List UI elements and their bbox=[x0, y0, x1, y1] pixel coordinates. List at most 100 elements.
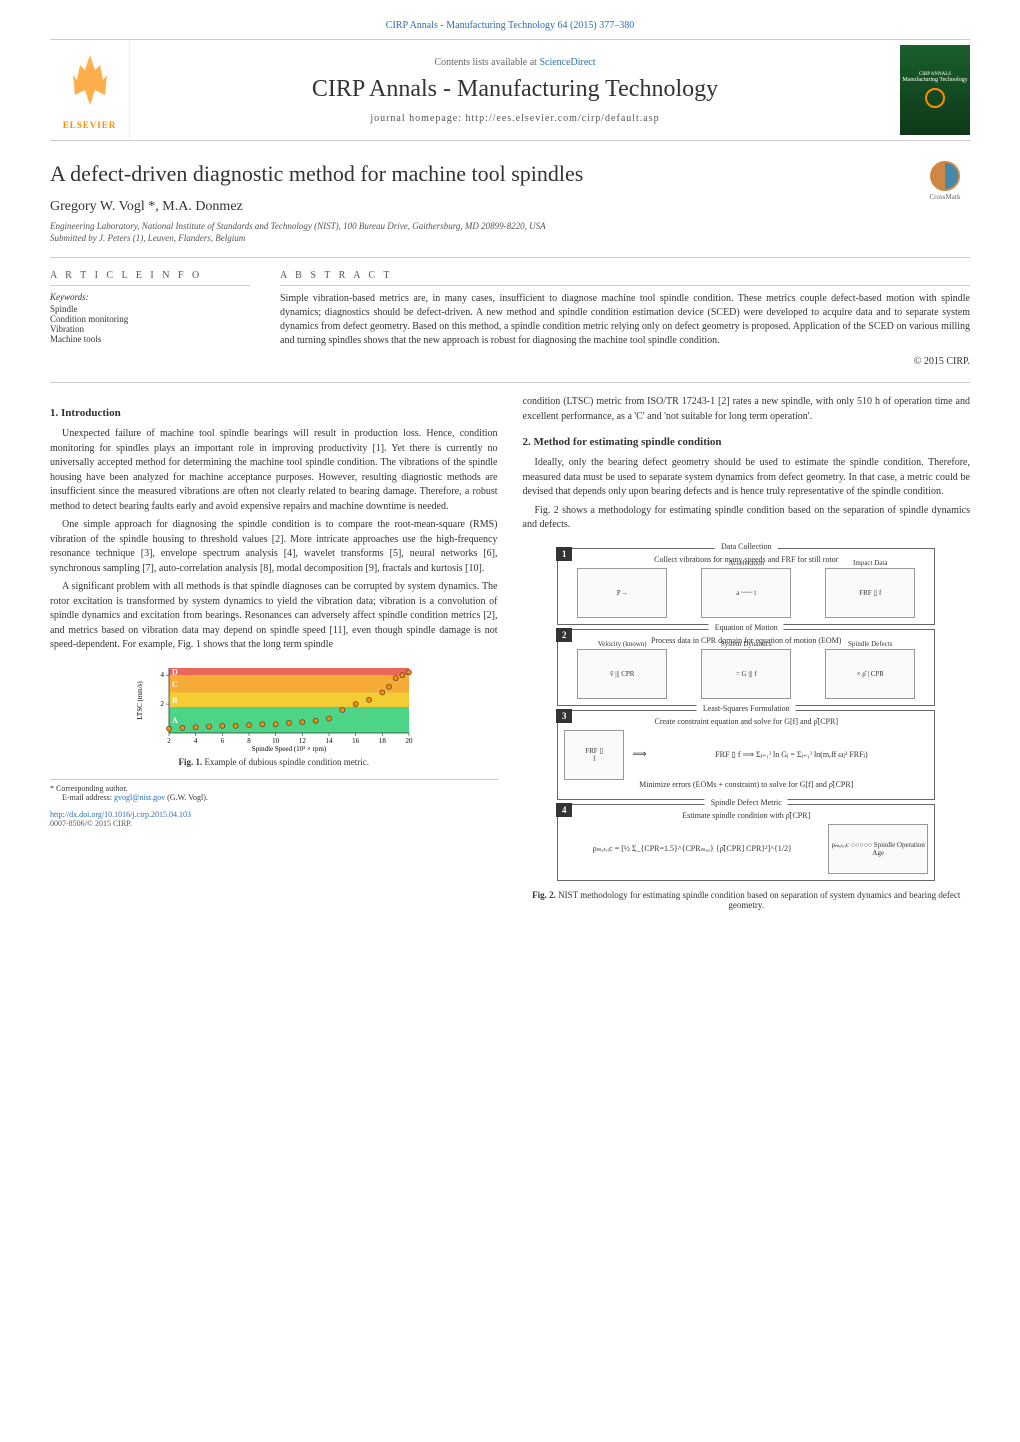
arrow-icon: ⟹ bbox=[632, 749, 646, 760]
svg-text:14: 14 bbox=[325, 737, 333, 745]
author-email-link[interactable]: gvogl@nist.gov bbox=[114, 793, 165, 802]
fig2-mini-chart: FRF ▯f bbox=[564, 730, 624, 780]
elsevier-tree-icon bbox=[65, 50, 115, 120]
fig2-mini-chart: Velocity (known)v̂ ||| CPR bbox=[577, 649, 667, 699]
fig2-section-text: Estimate spindle condition with ρ̂[CPR] bbox=[564, 811, 928, 820]
svg-text:4: 4 bbox=[194, 737, 198, 745]
fig2-mini-content: a ~~~ t bbox=[736, 589, 756, 597]
divider bbox=[50, 382, 970, 383]
keywords-label: Keywords: bbox=[50, 292, 250, 302]
abstract-heading: A B S T R A C T bbox=[280, 270, 970, 286]
body-paragraph: A significant problem with all methods i… bbox=[50, 580, 498, 653]
issn-line: 0007-8506/© 2015 CIRP. bbox=[50, 819, 498, 828]
fig2-section: 4Spindle Defect MetricEstimate spindle c… bbox=[557, 804, 935, 881]
figure-1: DCBA246810121416182024Spindle Speed (10³… bbox=[50, 663, 498, 767]
body-paragraph: One simple approach for diagnosing the s… bbox=[50, 518, 498, 576]
section-1-heading: 1. Introduction bbox=[50, 407, 498, 419]
fig2-formula-row: ρₘₑₜᵣᵢc = [½ Σ_{CPR=1.5}^{CPRₘₐₓ} {ρ̂[CP… bbox=[564, 824, 928, 874]
article-title: A defect-driven diagnostic method for ma… bbox=[50, 161, 583, 187]
svg-text:12: 12 bbox=[299, 737, 307, 745]
fig2-row: Velocity (known)v̂ ||| CPR System Dynamic… bbox=[564, 649, 928, 699]
email-label: E-mail address: bbox=[62, 793, 114, 802]
figure-2: 1Data CollectionCollect vibrations for m… bbox=[523, 543, 971, 910]
keyword: Machine tools bbox=[50, 334, 250, 344]
svg-text:6: 6 bbox=[220, 737, 224, 745]
svg-text:C: C bbox=[172, 679, 178, 688]
fig2-caption-bold: Fig. 2. bbox=[532, 890, 556, 900]
fig2-mini-content: = G ||| f bbox=[736, 670, 757, 678]
svg-text:A: A bbox=[172, 716, 178, 725]
svg-text:20: 20 bbox=[405, 737, 413, 745]
article-info-block: A R T I C L E I N F O Keywords: Spindle … bbox=[50, 270, 250, 367]
elsevier-logo: ELSEVIER bbox=[50, 40, 130, 140]
svg-text:2: 2 bbox=[167, 737, 171, 745]
fig2-mini-chart: Spindle Defects× ρ̂ | CPR bbox=[825, 649, 915, 699]
fig1-svg: DCBA246810121416182024Spindle Speed (10³… bbox=[134, 663, 414, 753]
fig2-section-label: Equation of Motion bbox=[709, 623, 784, 632]
fig2-mini-label: Acceleration bbox=[728, 559, 764, 567]
fig2-mini-chart: ρₘₑₜᵣᵢc ○○○○○ Spindle Operation Age bbox=[828, 824, 928, 874]
author-names: Gregory W. Vogl *, M.A. Donmez bbox=[50, 199, 243, 214]
fig2-caption: Fig. 2. NIST methodology for estimating … bbox=[523, 890, 971, 910]
fig2-section-label: Data Collection bbox=[715, 542, 777, 551]
svg-text:4: 4 bbox=[160, 671, 164, 679]
affiliation: Engineering Laboratory, National Institu… bbox=[50, 221, 583, 231]
fig2-mini-content: v̂ ||| CPR bbox=[610, 670, 634, 678]
fig2-section: 3Least-Squares FormulationCreate constra… bbox=[557, 710, 935, 800]
doi-link[interactable]: http://dx.doi.org/10.1016/j.cirp.2015.04… bbox=[50, 810, 498, 819]
fig2-caption-text: NIST methodology for estimating spindle … bbox=[556, 890, 961, 910]
fig2-formula: FRF ▯ f ⟹ Σⱼ₌₁ᴶ ln Gⱼ = Σⱼ₌₁ᴶ ln(mₑff ωⱼ… bbox=[655, 750, 929, 759]
corresponding-author-note: * Corresponding author. E-mail address: … bbox=[50, 779, 498, 802]
journal-header: ELSEVIER Contents lists available at Sci… bbox=[50, 39, 970, 141]
keyword: Condition monitoring bbox=[50, 314, 250, 324]
fig1-caption-text: Example of dubious spindle condition met… bbox=[202, 757, 369, 767]
fig1-caption: Fig. 1. Example of dubious spindle condi… bbox=[50, 757, 498, 767]
body-paragraph: condition (LTSC) metric from ISO/TR 1724… bbox=[523, 395, 971, 424]
fig2-mini-label: Impact Data bbox=[853, 559, 887, 567]
cover-text-2: Manufacturing Technology bbox=[902, 77, 967, 83]
fig2-row: P→Accelerationa ~~~ tImpact DataFRF ▯ f bbox=[564, 568, 928, 618]
fig2-mini-chart: Impact DataFRF ▯ f bbox=[825, 568, 915, 618]
header-citation: CIRP Annals - Manufacturing Technology 6… bbox=[50, 20, 970, 31]
keyword: Spindle bbox=[50, 304, 250, 314]
svg-text:18: 18 bbox=[379, 737, 387, 745]
abstract-text: Simple vibration-based metrics are, in m… bbox=[280, 292, 970, 348]
right-column: condition (LTSC) metric from ISO/TR 1724… bbox=[523, 395, 971, 920]
svg-text:LTSC (mm/s): LTSC (mm/s) bbox=[136, 680, 144, 719]
fig2-section: 2Equation of MotionProcess data in CPR d… bbox=[557, 629, 935, 706]
svg-text:2: 2 bbox=[160, 700, 164, 708]
crossmark-text: CrossMark bbox=[929, 193, 960, 201]
copyright: © 2015 CIRP. bbox=[280, 356, 970, 367]
body-paragraph: Unexpected failure of machine tool spind… bbox=[50, 427, 498, 514]
fig2-mini-chart: System Dynamics= G ||| f bbox=[701, 649, 791, 699]
keyword: Vibration bbox=[50, 324, 250, 334]
elsevier-text: ELSEVIER bbox=[63, 120, 117, 130]
fig2-section: 1Data CollectionCollect vibrations for m… bbox=[557, 548, 935, 625]
fig2-section-text: Create constraint equation and solve for… bbox=[564, 717, 928, 726]
fig2-step-number: 4 bbox=[556, 803, 572, 817]
fig2-formula: ρₘₑₜᵣᵢc = [½ Σ_{CPR=1.5}^{CPRₘₐₓ} {ρ̂[CP… bbox=[564, 844, 820, 853]
body-paragraph: Ideally, only the bearing defect geometr… bbox=[523, 456, 971, 500]
journal-homepage: journal homepage: http://ees.elsevier.co… bbox=[140, 113, 890, 124]
cover-circle-icon bbox=[925, 88, 945, 108]
svg-text:Spindle Speed (10³ × rpm): Spindle Speed (10³ × rpm) bbox=[252, 745, 327, 753]
fig2-mini-label: System Dynamics bbox=[721, 640, 772, 648]
crossmark-badge[interactable]: CrossMark bbox=[920, 161, 970, 211]
article-info-heading: A R T I C L E I N F O bbox=[50, 270, 250, 286]
abstract-block: A B S T R A C T Simple vibration-based m… bbox=[280, 270, 970, 367]
journal-cover-thumbnail: CIRP ANNALS Manufacturing Technology bbox=[900, 45, 970, 135]
fig1-caption-bold: Fig. 1. bbox=[179, 757, 203, 767]
fig2-mini-label: Spindle Defects bbox=[848, 640, 893, 648]
email-suffix: (G.W. Vogl). bbox=[165, 793, 208, 802]
body-paragraph: Fig. 2 shows a methodology for estimatin… bbox=[523, 504, 971, 533]
fig2-mini-content: FRF ▯ f bbox=[859, 589, 881, 597]
journal-title: CIRP Annals - Manufacturing Technology bbox=[140, 76, 890, 103]
fig2-mini-content: P→ bbox=[617, 589, 628, 597]
sciencedirect-link[interactable]: ScienceDirect bbox=[539, 57, 595, 68]
svg-text:8: 8 bbox=[247, 737, 251, 745]
left-column: 1. Introduction Unexpected failure of ma… bbox=[50, 395, 498, 920]
contents-line: Contents lists available at ScienceDirec… bbox=[140, 57, 890, 68]
svg-text:10: 10 bbox=[272, 737, 280, 745]
fig2-step-number: 1 bbox=[556, 547, 572, 561]
fig1-chart: DCBA246810121416182024Spindle Speed (10³… bbox=[134, 663, 414, 753]
